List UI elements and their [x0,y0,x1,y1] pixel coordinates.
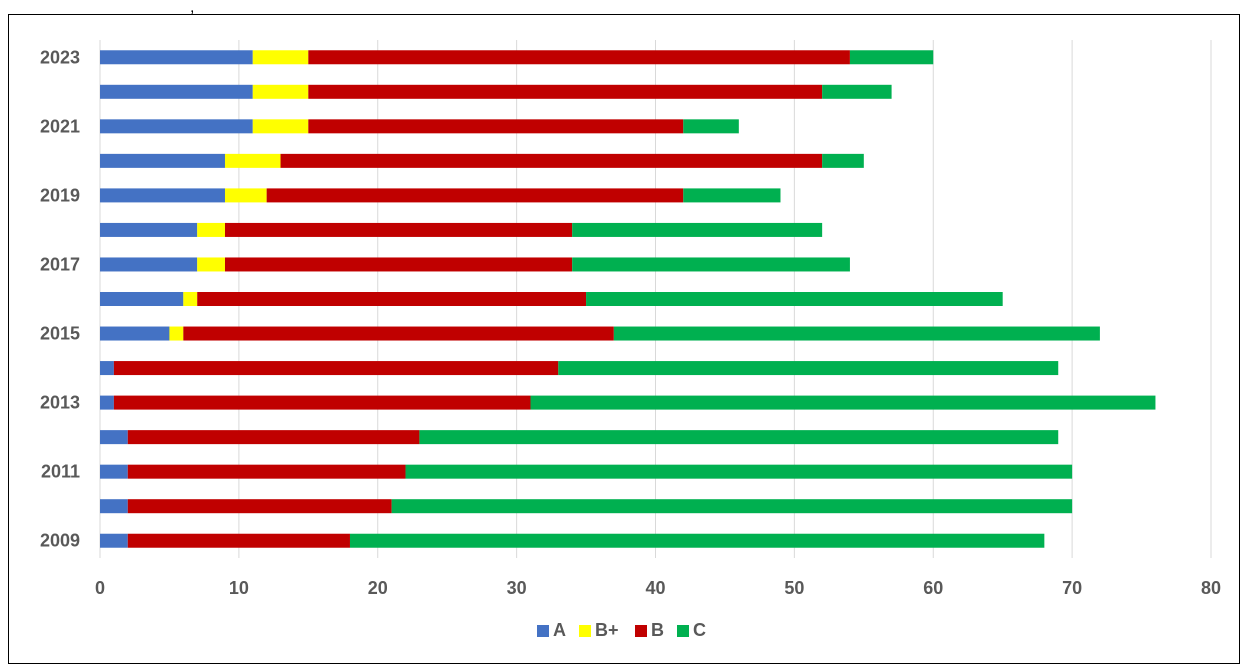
bar-2021-A [100,119,253,134]
x-tick-label-0: 0 [95,578,105,598]
x-tick-label-50: 50 [784,578,804,598]
bar-2017-B [224,257,573,272]
legend-swatch-Bplus [579,625,591,637]
x-tick-label-30: 30 [507,578,527,598]
bar-2023-C [849,50,934,65]
bar-2016-B [197,292,587,306]
legend-label-Bplus: B+ [595,620,619,640]
bar-2014-B [113,361,559,376]
bar-2018-A [100,222,198,237]
bar-2013-B [113,395,531,410]
bar-2015-B [183,326,614,341]
bar-2020-C [822,153,864,168]
x-tick-label-80: 80 [1201,578,1221,598]
bar-2016-C [586,292,1003,306]
bar-2009-C [349,533,1045,548]
bar-2009-B [127,533,350,548]
bar-2015-C [613,326,1100,341]
bar-2021-B [308,119,684,134]
y-tick-label-2023: 2023 [40,47,80,67]
bar-2015-A [100,326,170,341]
bar-2019-B [266,188,684,203]
legend: A B+ B C [537,620,706,640]
bar-2020-B [280,153,823,168]
y-tick-label-2009: 2009 [40,531,80,551]
bars [100,50,1156,548]
legend-label-A: A [553,620,566,640]
bar-2017-Bplus [197,257,225,272]
bar-2019-C [683,188,781,203]
bar-2020-Bplus [224,153,281,168]
bar-2012-B [127,430,420,445]
x-axis-labels: 0 10 20 30 40 50 60 70 80 [95,578,1221,598]
bar-2016-A [100,292,184,306]
bar-2021-Bplus [252,119,309,134]
bar-2012-A [100,430,128,445]
bar-2010-B [127,499,392,514]
x-tick-label-70: 70 [1062,578,1082,598]
bar-2018-C [572,222,823,237]
y-axis-labels: 2023 2021 2019 2017 2015 2013 2011 2009 [40,47,80,550]
bar-2013-C [530,395,1156,410]
bar-2015-Bplus [169,326,184,341]
bar-2018-B [224,222,573,237]
bar-2012-C [419,430,1059,445]
bar-2011-C [405,464,1073,479]
bar-2013-A [100,395,114,410]
bar-2014-A [100,361,114,376]
legend-label-B: B [651,620,664,640]
bar-2014-C [558,361,1059,376]
legend-swatch-C [677,625,689,637]
bar-2019-Bplus [224,188,267,203]
page-mark: , [190,0,195,16]
legend-label-C: C [693,620,706,640]
bar-2022-B [308,84,823,99]
x-tick-label-60: 60 [923,578,943,598]
bar-2023-A [100,50,253,65]
bar-2021-C [683,119,739,134]
y-tick-label-2013: 2013 [40,393,80,413]
bar-2022-A [100,84,253,99]
bar-2022-Bplus [252,84,309,99]
bar-2011-A [100,464,128,479]
bar-2011-B [127,464,406,479]
bar-2017-A [100,257,198,272]
bar-2010-C [391,499,1073,514]
bar-2022-C [822,84,892,99]
bar-2009-A [100,533,128,548]
y-tick-label-2019: 2019 [40,185,80,205]
bar-2018-Bplus [197,222,225,237]
y-tick-label-2011: 2011 [41,462,80,482]
bar-2020-A [100,153,225,168]
bar-2010-A [100,499,128,514]
legend-swatch-B [635,625,647,637]
x-tick-label-20: 20 [368,578,388,598]
bar-2016-Bplus [183,292,198,306]
y-tick-label-2015: 2015 [40,324,80,344]
x-tick-label-10: 10 [229,578,249,598]
x-tick-label-40: 40 [645,578,665,598]
bar-2017-C [572,257,850,272]
bar-2023-B [308,50,850,65]
bar-2019-A [100,188,225,203]
legend-swatch-A [537,625,549,637]
y-tick-label-2017: 2017 [40,254,80,274]
y-tick-label-2021: 2021 [40,116,80,136]
bar-2023-Bplus [252,50,309,65]
